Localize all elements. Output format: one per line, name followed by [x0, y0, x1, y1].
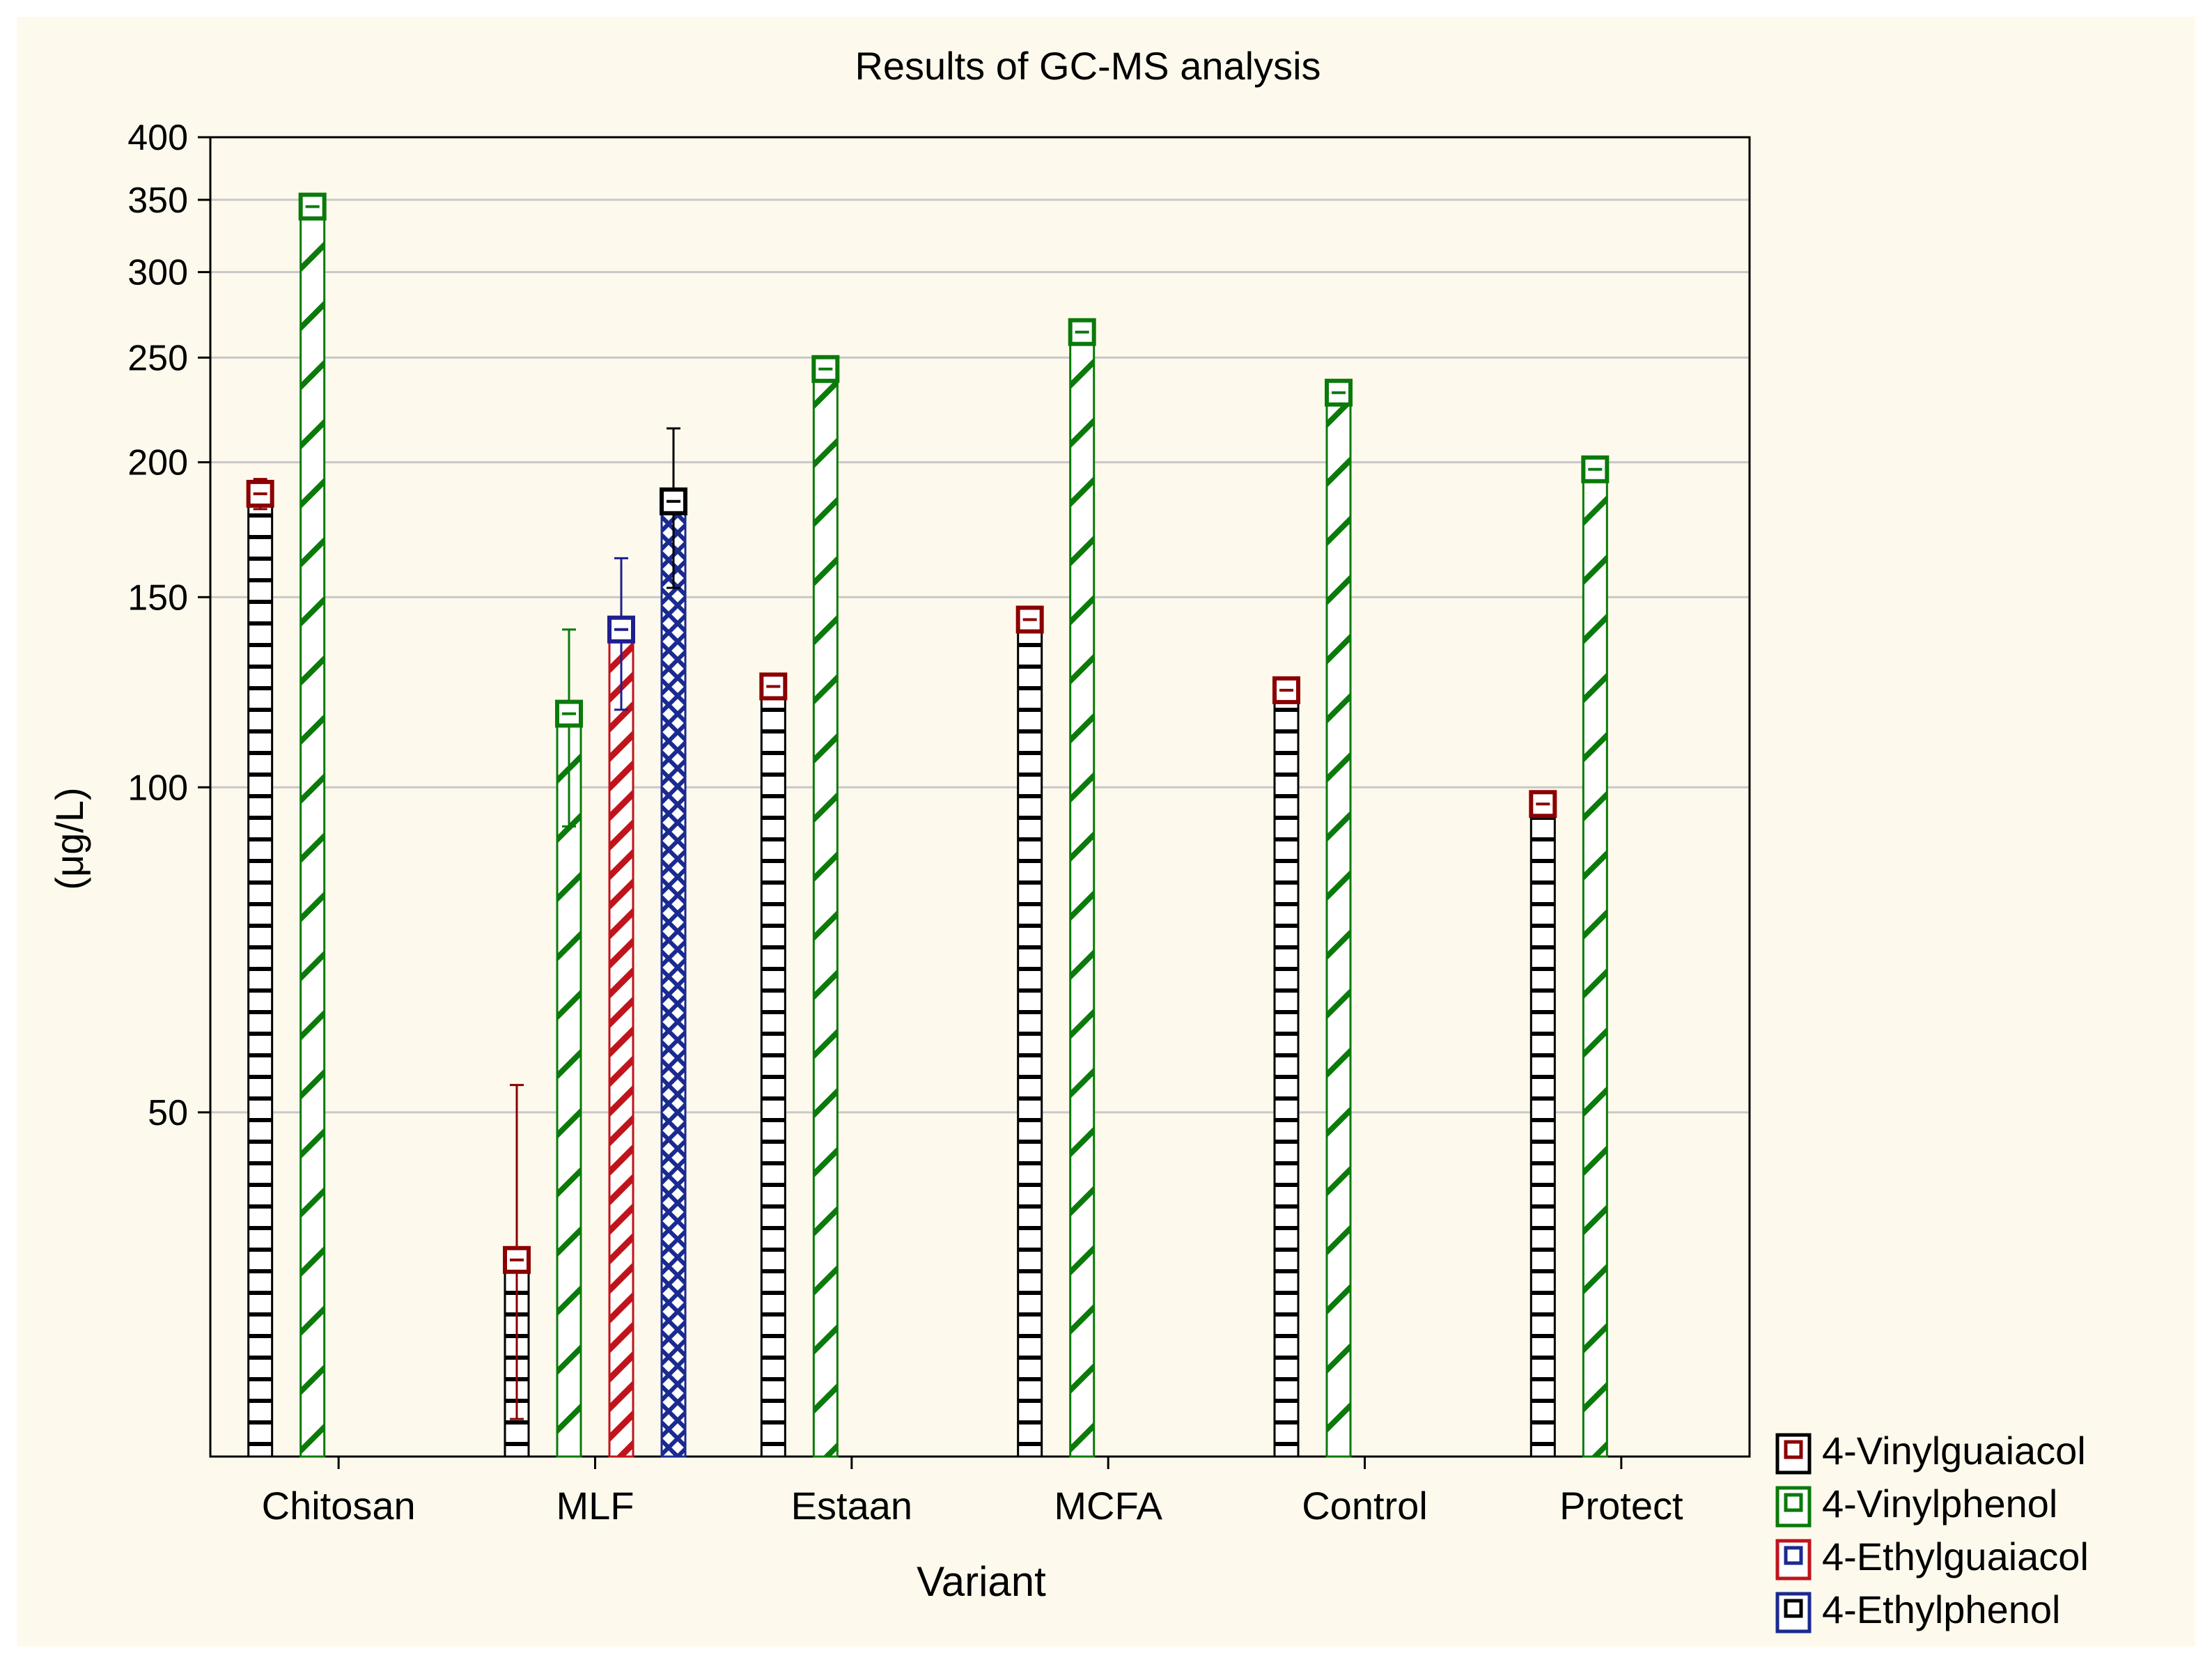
- legend-marker: [1784, 1546, 1803, 1565]
- bar: [812, 368, 839, 1458]
- bar: [608, 628, 634, 1458]
- mean-marker: [1581, 455, 1610, 483]
- mean-marker: [759, 672, 788, 701]
- bar: [760, 685, 786, 1458]
- mean-marker: [1325, 378, 1353, 407]
- bar: [1273, 689, 1300, 1458]
- legend-marker: [1784, 1440, 1803, 1459]
- y-tick-label: 100: [127, 768, 188, 808]
- x-tick-label: Chitosan: [262, 1484, 416, 1528]
- legend-marker: [1784, 1599, 1803, 1618]
- bar: [1582, 468, 1608, 1458]
- mean-marker: [1015, 605, 1044, 634]
- y-tick-label: 400: [127, 118, 188, 158]
- x-tick-label: MLF: [556, 1484, 634, 1528]
- x-tick-label: MCFA: [1054, 1484, 1162, 1528]
- bar: [1069, 331, 1096, 1458]
- y-tick-label: 50: [148, 1093, 188, 1133]
- legend-label: 4-Ethylphenol: [1822, 1588, 2060, 1631]
- bar: [1325, 391, 1352, 1458]
- plot-area-frame: [209, 136, 1751, 1458]
- legend-label: 4-Vinylphenol: [1822, 1482, 2057, 1526]
- legend-label: 4-Ethylguaiacol: [1822, 1535, 2089, 1578]
- x-tick-label: Control: [1302, 1484, 1428, 1528]
- legend-label: 4-Vinylguaiacol: [1822, 1429, 2086, 1473]
- y-axis-label: (μg/L): [47, 787, 91, 890]
- x-axis-label: Variant: [917, 1558, 1046, 1605]
- bar: [556, 713, 582, 1458]
- mean-marker: [660, 487, 687, 515]
- bar: [1017, 618, 1043, 1458]
- y-ticks: 50 100 150 200 250 300 350 400: [127, 118, 210, 1133]
- x-tick-label: Protect: [1559, 1484, 1683, 1528]
- grid-lines: [210, 136, 1750, 1114]
- x-tick-label: Estaan: [791, 1484, 912, 1528]
- bar: [247, 492, 274, 1458]
- y-tick-label: 350: [127, 180, 188, 221]
- bars: [246, 192, 1610, 1458]
- bar: [299, 205, 326, 1458]
- legend: 4-Vinylguaiacol 4-Vinylphenol 4-Ethylguaia…: [1775, 1429, 2089, 1633]
- x-categories: Chitosan MLF Estaan MCFA Control Protect: [262, 1457, 1683, 1528]
- chart-frame: 50 100 150 200 250 300 350 400 Chitosan MLF Estaa…: [17, 17, 2195, 1647]
- y-tick-label: 150: [127, 577, 188, 618]
- chart-title: Results of GC-MS analysis: [855, 44, 1321, 88]
- chart-svg: 50 100 150 200 250 300 350 400 Chitosan MLF Estaa…: [47, 44, 2089, 1633]
- bar: [660, 500, 687, 1458]
- y-tick-label: 300: [127, 253, 188, 293]
- bar: [1529, 802, 1556, 1458]
- y-tick-label: 250: [127, 338, 188, 378]
- legend-swatch: [1775, 1486, 1812, 1528]
- legend-marker: [1784, 1493, 1803, 1512]
- y-tick-label: 200: [127, 443, 188, 483]
